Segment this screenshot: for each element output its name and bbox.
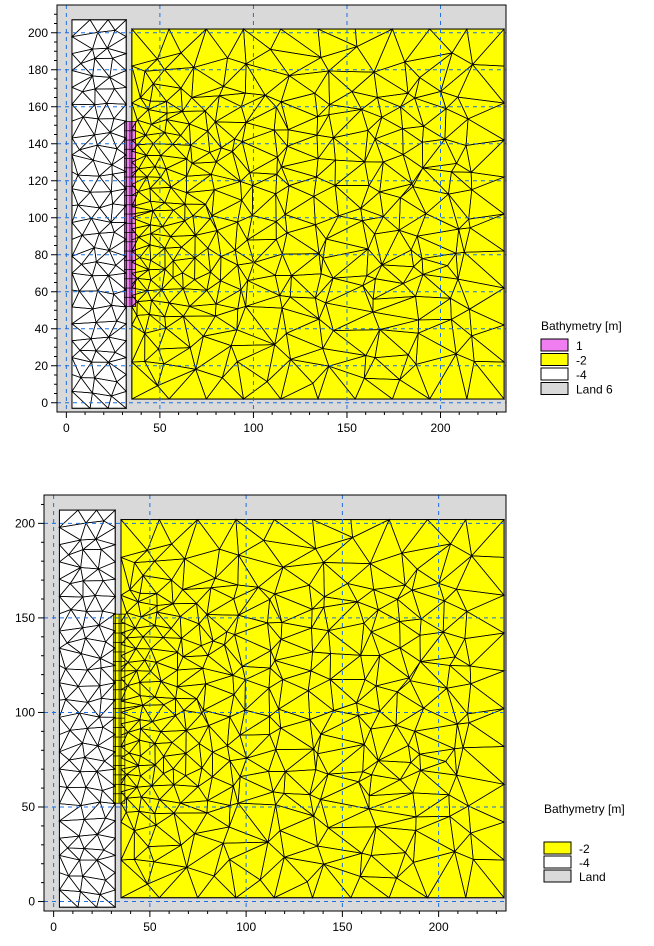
legend-swatch bbox=[543, 841, 572, 855]
x-tick-label: 0 bbox=[50, 920, 57, 934]
mesh-element bbox=[315, 537, 353, 564]
bottom-bathymetry-plot: 0 50 100 150 200 0 50 100 150 200 Bathymetry [m] -2… bbox=[15, 494, 625, 934]
mesh-element bbox=[320, 46, 358, 72]
connector-grid bbox=[123, 121, 136, 307]
y-tick-label: 120 bbox=[28, 174, 48, 188]
legend-swatch bbox=[540, 367, 569, 381]
mesh-element bbox=[401, 543, 451, 570]
x-tick-label: 0 bbox=[63, 421, 70, 435]
mesh-element bbox=[96, 833, 116, 851]
y-tick-label: 0 bbox=[41, 396, 48, 410]
plot-frame bbox=[43, 494, 507, 912]
legend-label: -2 bbox=[576, 354, 587, 368]
legend-swatch bbox=[543, 869, 572, 883]
y-tick-label: 100 bbox=[15, 705, 35, 719]
y-tick-label: 20 bbox=[35, 359, 49, 373]
mesh bbox=[70, 18, 506, 410]
x-tick-label: 150 bbox=[337, 421, 357, 435]
y-tick-label: 60 bbox=[35, 285, 49, 299]
x-tick-label: 100 bbox=[243, 421, 263, 435]
y-tick-label: 200 bbox=[15, 516, 35, 530]
shallow-basin-region bbox=[121, 519, 505, 898]
legend-label: -2 bbox=[579, 842, 590, 856]
legend-title: Bathymetry [m] bbox=[541, 319, 622, 333]
y-tick-label: 160 bbox=[28, 100, 48, 114]
x-tick-label: 200 bbox=[429, 920, 449, 934]
deep-strip-region bbox=[71, 19, 127, 409]
legend-swatch bbox=[540, 353, 569, 366]
y-tick-label: 0 bbox=[28, 895, 35, 909]
mesh-element bbox=[214, 548, 240, 580]
basin-outline bbox=[120, 519, 505, 899]
strip-outline bbox=[58, 509, 116, 908]
legend-label: -4 bbox=[576, 368, 587, 382]
mesh-element bbox=[222, 57, 247, 88]
legend-label: Land 6 bbox=[576, 383, 613, 397]
mesh-element bbox=[97, 29, 116, 50]
y-tick-label: 200 bbox=[28, 26, 48, 40]
deep-strip-region bbox=[59, 510, 116, 908]
mesh-element bbox=[85, 520, 105, 540]
mesh-element bbox=[98, 624, 116, 643]
strip-outline bbox=[71, 19, 127, 409]
y-tick-label: 150 bbox=[15, 611, 35, 625]
mesh-element bbox=[439, 52, 474, 93]
y-tick-label: 100 bbox=[28, 211, 48, 225]
y-tick-label: 180 bbox=[28, 63, 48, 77]
ticks bbox=[38, 503, 497, 917]
gridlines bbox=[57, 5, 506, 412]
y-tick-label: 50 bbox=[22, 800, 36, 814]
mesh-element bbox=[156, 28, 182, 60]
legend-swatch bbox=[540, 382, 569, 395]
mesh-element bbox=[146, 518, 173, 551]
y-tick-label: 140 bbox=[28, 137, 48, 151]
gridlines bbox=[44, 495, 506, 911]
mesh-element bbox=[262, 539, 317, 568]
legend-label: -4 bbox=[579, 856, 590, 870]
top-bathymetry-plot: 0 50 100 150 200 0 20 40 60 80 100 120 140 160 180 200 B… bbox=[28, 4, 622, 435]
x-tick-label: 50 bbox=[153, 421, 167, 435]
mesh-element bbox=[269, 48, 323, 77]
basin-outline bbox=[131, 28, 505, 400]
legend-title: Bathymetry [m] bbox=[544, 802, 625, 816]
y-tick-label: 80 bbox=[35, 248, 49, 262]
legend-label: Land bbox=[579, 870, 606, 884]
legend-swatch bbox=[543, 855, 572, 869]
x-tick-label: 200 bbox=[431, 421, 451, 435]
x-tick-label: 100 bbox=[236, 920, 256, 934]
shallow-basin-region bbox=[131, 29, 505, 400]
x-tick-label: 50 bbox=[143, 920, 157, 934]
ticks bbox=[51, 13, 498, 418]
legend-label: 1 bbox=[576, 339, 583, 353]
mesh-element bbox=[438, 543, 473, 585]
legend-swatch bbox=[540, 338, 569, 352]
x-tick-label: 150 bbox=[332, 920, 352, 934]
mesh-element bbox=[108, 336, 127, 354]
y-tick-label: 40 bbox=[35, 322, 49, 336]
